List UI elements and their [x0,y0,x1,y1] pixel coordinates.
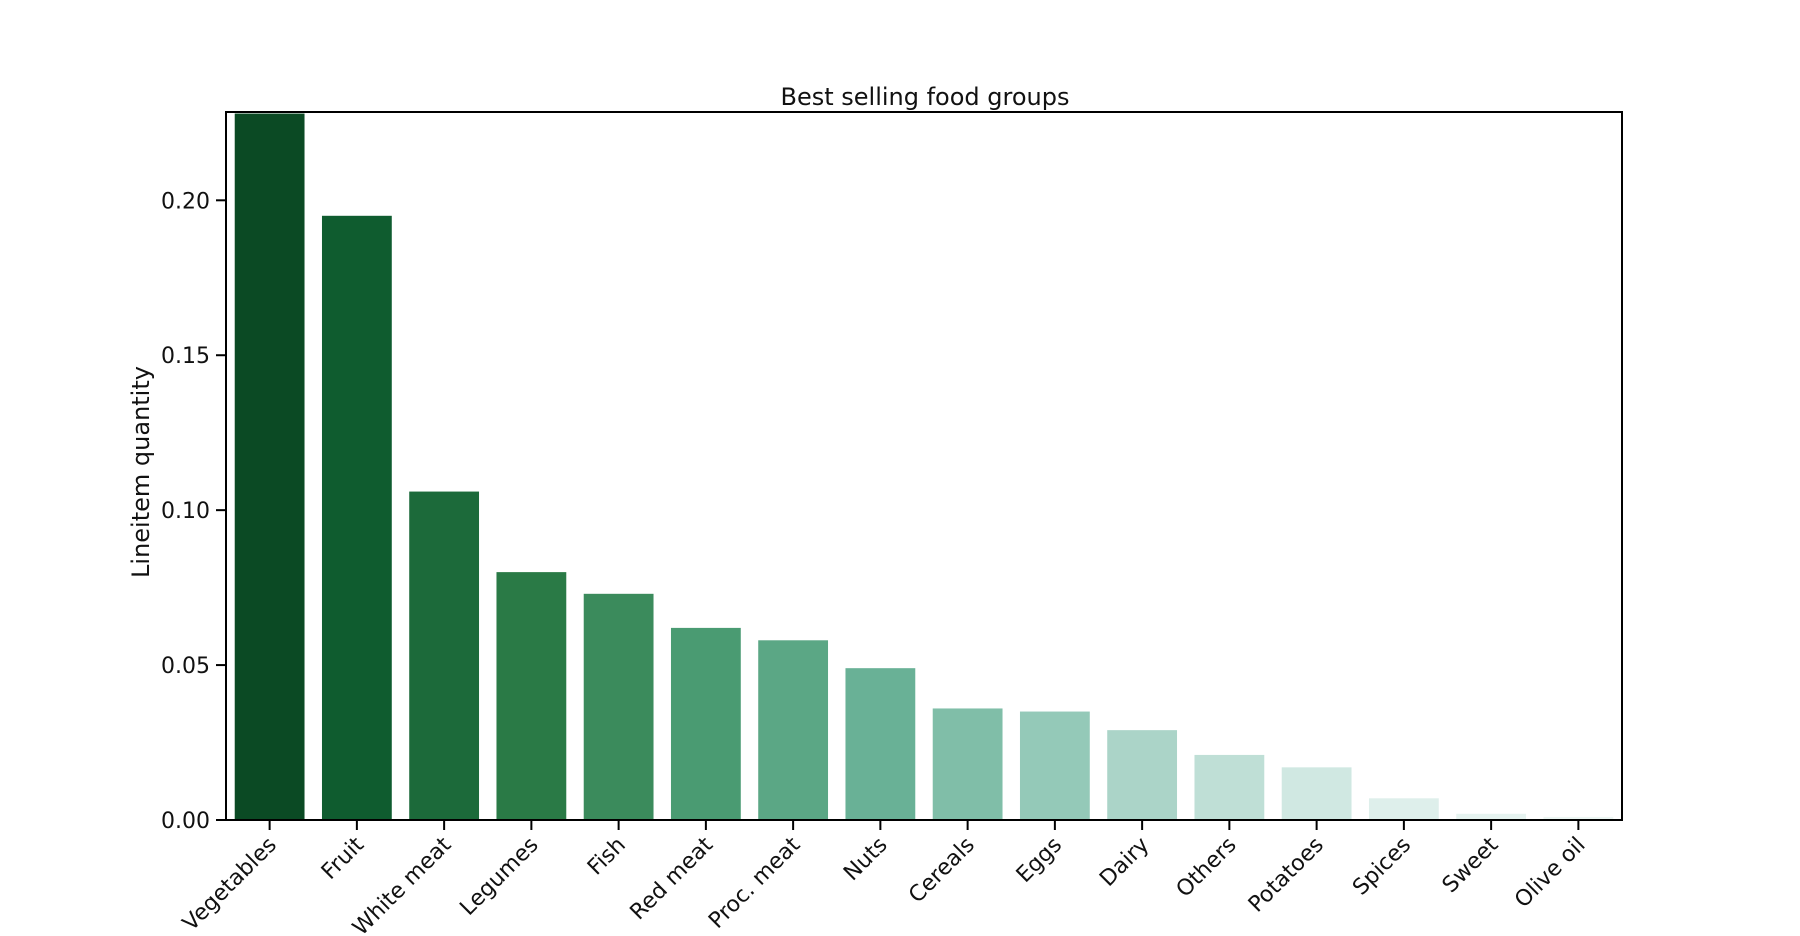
x-tick-label: Red meat [626,832,719,925]
bar-cereals [932,708,1003,820]
x-tick-label: Legumes [455,833,543,921]
x-tick-label: Dairy [1095,833,1154,892]
bar-sweet [1456,813,1527,820]
x-tick-label: Spices [1348,833,1416,901]
x-tick-label: Proc. meat [704,832,805,933]
x-tick-label: Sweet [1438,832,1504,898]
y-tick-label: 0.05 [161,654,210,679]
bar-others [1194,754,1265,820]
x-tick-label: Olive oil [1510,833,1590,913]
plot-frame [225,111,1623,821]
bar-white-meat [409,491,480,820]
x-tick-label: Fish [583,833,631,881]
bars-group [234,113,1614,820]
x-tick-label: Vegetables [178,833,282,936]
bar-dairy [1107,730,1178,820]
y-axis-label: Lineitem quantity [127,366,155,578]
bar-proc-meat [758,640,829,820]
y-tick-label: 0.20 [161,189,210,214]
y-axis-ticks: 0.00 0.05 0.10 0.15 0.20 [161,189,226,834]
chart-title: Best selling food groups [780,83,1069,111]
x-tick-label: Eggs [1012,833,1067,888]
bar-vegetables [234,113,305,820]
y-tick-label: 0.00 [161,809,210,834]
x-tick-label: Potatoes [1244,833,1329,918]
bar-potatoes [1281,767,1352,820]
bar-eggs [1019,711,1090,820]
bar-legumes [496,572,567,820]
bar-olive-oil [1543,816,1614,820]
y-tick-label: 0.10 [161,499,210,524]
y-tick-label: 0.15 [161,344,210,369]
bar-fruit [321,215,392,820]
bar-nuts [845,668,916,820]
x-tick-label: Cereals [904,833,980,909]
x-tick-label: Fruit [317,832,369,884]
bar-spices [1368,798,1439,820]
x-tick-label: Others [1172,833,1242,903]
x-tick-label: Nuts [839,833,892,886]
bar-fish [583,593,654,820]
bar-red-meat [670,627,741,820]
